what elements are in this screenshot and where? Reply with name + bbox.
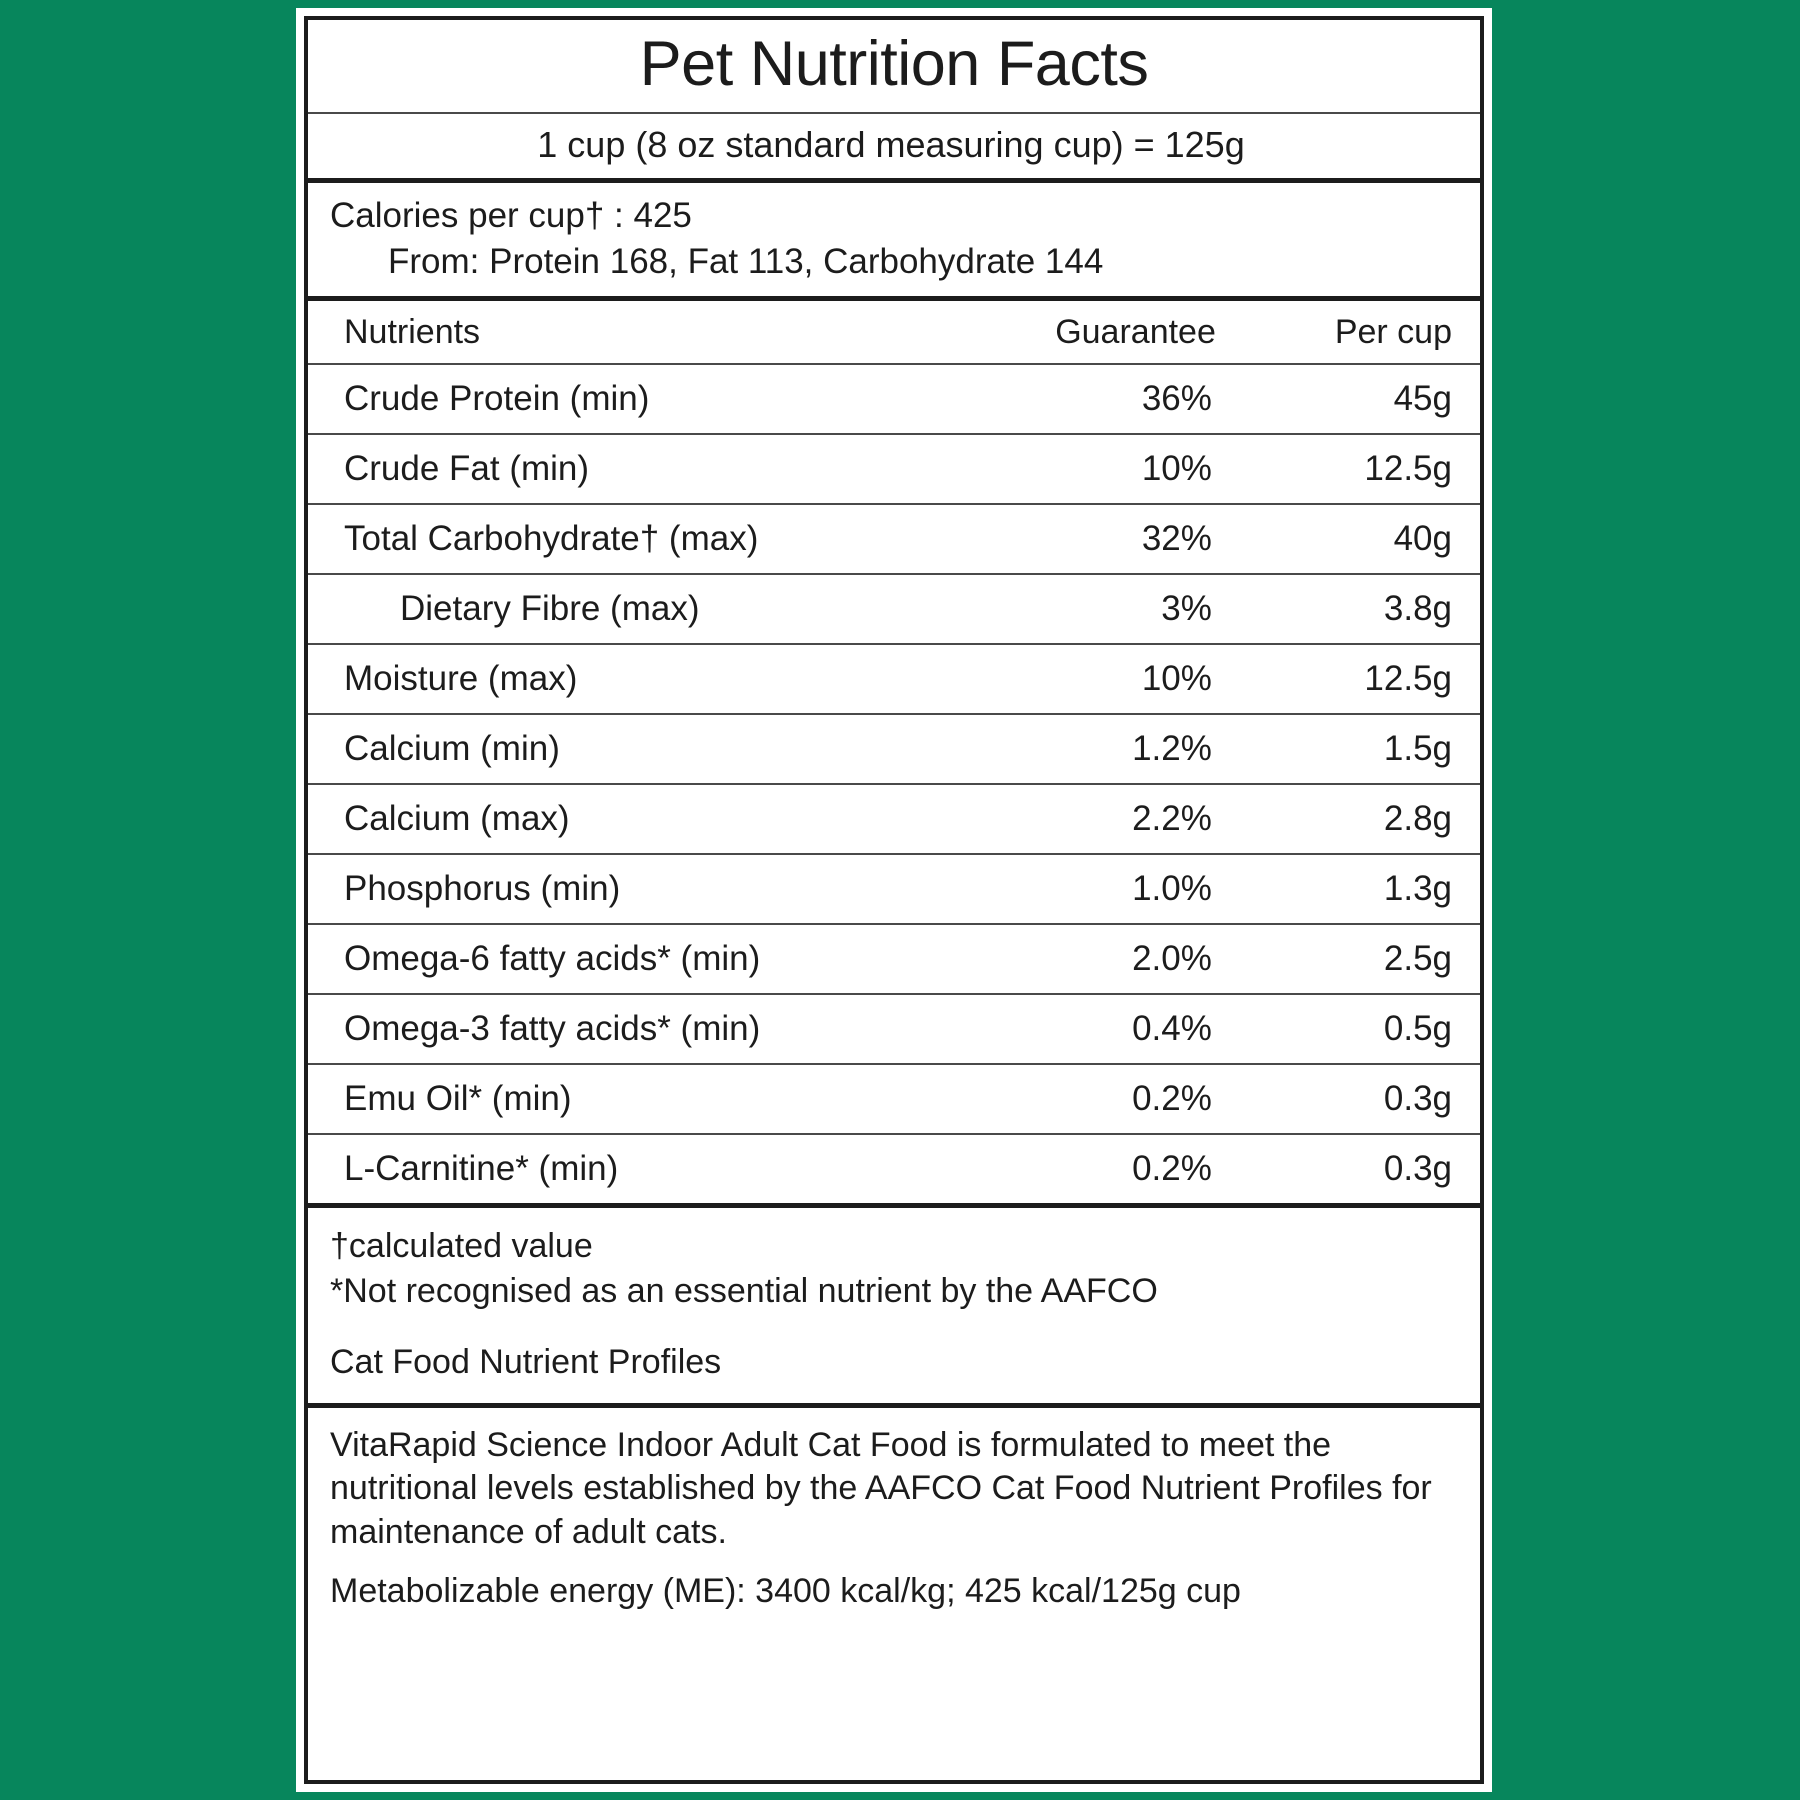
column-header-guarantee: Guarantee	[964, 301, 1234, 366]
nutrient-guarantee-value: 0.4%	[964, 994, 1234, 1066]
nutrient-per-cup-value: 0.5g	[1233, 994, 1480, 1066]
table-row: Crude Fat (min) 10% 12.5g	[308, 434, 1480, 506]
table-row: Moisture (max) 10% 12.5g	[308, 644, 1480, 716]
nutrient-name: Emu Oil* (min)	[308, 1064, 965, 1136]
formulation-block: VitaRapid Science Indoor Adult Cat Food …	[308, 1408, 1480, 1780]
nutrients-table: Nutrients Guarantee Per cup Crude Protei…	[308, 301, 1480, 1209]
nutrient-name: Dietary Fibre (max)	[308, 574, 965, 646]
nutrient-guarantee-value: 3%	[964, 574, 1234, 646]
table-header-row: Nutrients Guarantee Per cup	[308, 301, 1480, 366]
table-row: Total Carbohydrate† (max) 32% 40g	[308, 504, 1480, 576]
nutrient-name: L-Carnitine* (min)	[308, 1134, 965, 1209]
calories-per-cup: Calories per cup† : 425	[330, 196, 692, 236]
nutrient-per-cup-value: 0.3g	[1233, 1064, 1480, 1136]
title-block: Pet Nutrition Facts	[308, 20, 1480, 115]
table-row: Calcium (min) 1.2% 1.5g	[308, 714, 1480, 786]
nutrient-name: Calcium (max)	[308, 784, 965, 856]
table-row: Calcium (max) 2.2% 2.8g	[308, 784, 1480, 856]
nutrient-name: Crude Protein (min)	[308, 364, 965, 436]
nutrient-name: Omega-3 fatty acids* (min)	[308, 994, 965, 1066]
nutrient-guarantee-value: 10%	[964, 644, 1234, 716]
footnote-dagger: †calculated value	[330, 1227, 593, 1266]
nutrient-guarantee-value: 1.0%	[964, 854, 1234, 926]
footnotes-block: †calculated value *Not recognised as an …	[308, 1208, 1480, 1408]
nutrient-guarantee-value: 0.2%	[964, 1064, 1234, 1136]
nutrient-name: Calcium (min)	[308, 714, 965, 786]
table-row: Emu Oil* (min) 0.2% 0.3g	[308, 1064, 1480, 1136]
table-row: Omega-6 fatty acids* (min) 2.0% 2.5g	[308, 924, 1480, 996]
nutrient-guarantee-value: 32%	[964, 504, 1234, 576]
footnote-asterisk: *Not recognised as an essential nutrient…	[330, 1271, 1158, 1310]
nutrient-per-cup-value: 0.3g	[1233, 1134, 1480, 1209]
nutrient-name: Phosphorus (min)	[308, 854, 965, 926]
table-row: Phosphorus (min) 1.0% 1.3g	[308, 854, 1480, 926]
serving-size-block: 1 cup (8 oz standard measuring cup) = 12…	[308, 114, 1480, 184]
nutrient-per-cup-value: 1.3g	[1233, 854, 1480, 926]
footnote-profiles: Cat Food Nutrient Profiles	[330, 1342, 722, 1381]
nutrient-per-cup-value: 2.8g	[1233, 784, 1480, 856]
nutrient-guarantee-value: 10%	[964, 434, 1234, 506]
nutrient-per-cup-value: 1.5g	[1233, 714, 1480, 786]
nutrient-per-cup-value: 3.8g	[1233, 574, 1480, 646]
page-title: Pet Nutrition Facts	[639, 29, 1149, 99]
serving-size-text: 1 cup (8 oz standard measuring cup) = 12…	[537, 124, 1245, 166]
nutrition-label-panel: Pet Nutrition Facts 1 cup (8 oz standard…	[296, 8, 1492, 1792]
column-header-per-cup: Per cup	[1233, 301, 1480, 366]
nutrient-per-cup-value: 12.5g	[1233, 644, 1480, 716]
nutrient-name: Moisture (max)	[308, 644, 965, 716]
table-row: Dietary Fibre (max) 3% 3.8g	[308, 574, 1480, 646]
nutrient-per-cup-value: 40g	[1233, 504, 1480, 576]
nutrient-guarantee-value: 36%	[964, 364, 1234, 436]
column-header-nutrients: Nutrients	[308, 301, 965, 366]
nutrient-name: Total Carbohydrate† (max)	[308, 504, 965, 576]
nutrient-guarantee-value: 0.2%	[964, 1134, 1234, 1209]
nutrient-per-cup-value: 45g	[1233, 364, 1480, 436]
nutrient-guarantee-value: 1.2%	[964, 714, 1234, 786]
calories-breakdown: From: Protein 168, Fat 113, Carbohydrate…	[388, 241, 1104, 281]
nutrient-guarantee-value: 2.0%	[964, 924, 1234, 996]
calories-block: Calories per cup† : 425 From: Protein 16…	[308, 183, 1480, 302]
nutrition-label-frame: Pet Nutrition Facts 1 cup (8 oz standard…	[304, 16, 1484, 1784]
nutrient-name: Omega-6 fatty acids* (min)	[308, 924, 965, 996]
nutrient-name: Crude Fat (min)	[308, 434, 965, 506]
table-row: Omega-3 fatty acids* (min) 0.4% 0.5g	[308, 994, 1480, 1066]
nutrient-per-cup-value: 2.5g	[1233, 924, 1480, 996]
table-row: L-Carnitine* (min) 0.2% 0.3g	[308, 1134, 1480, 1209]
metabolizable-energy: Metabolizable energy (ME): 3400 kcal/kg;…	[330, 1572, 1241, 1611]
nutrient-guarantee-value: 2.2%	[964, 784, 1234, 856]
nutrient-per-cup-value: 12.5g	[1233, 434, 1480, 506]
table-row: Crude Protein (min) 36% 45g	[308, 364, 1480, 436]
formulation-statement: VitaRapid Science Indoor Adult Cat Food …	[330, 1425, 1432, 1551]
nutrients-table-body: Crude Protein (min) 36% 45g Crude Fat (min)…	[308, 364, 1480, 1209]
